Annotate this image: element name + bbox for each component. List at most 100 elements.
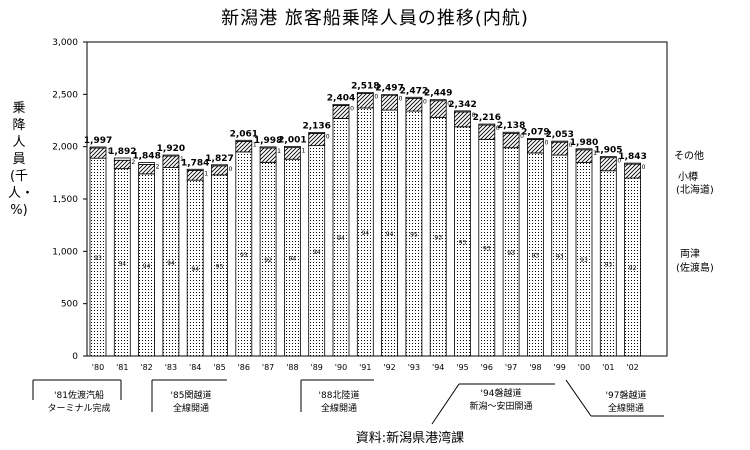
y-tick-label: 500 bbox=[61, 300, 78, 310]
bar-segment-other bbox=[405, 96, 423, 99]
y-tick-label: 3,000 bbox=[52, 38, 78, 48]
bar-segment-other bbox=[527, 137, 544, 140]
percent-label-other: 1 bbox=[593, 150, 597, 157]
percent-label-other: 1 bbox=[277, 148, 281, 155]
percent-label-other: 0 bbox=[399, 96, 403, 103]
y-axis-label-text: 乗降人員(千人・%) bbox=[8, 101, 35, 218]
bar-segment-other bbox=[113, 157, 131, 161]
total-data-label: 1,905 bbox=[594, 146, 622, 156]
total-data-label: 2,449 bbox=[424, 89, 452, 99]
y-tick-label: 2,500 bbox=[52, 90, 78, 100]
source-note: 資料:新潟県港湾課 bbox=[355, 431, 465, 446]
percent-label-other: 0 bbox=[326, 133, 330, 140]
percent-label-other: 0 bbox=[472, 112, 476, 119]
y-tick-label: 2,000 bbox=[52, 143, 78, 153]
annotation-1994-line2: 新潟～安田開通 bbox=[469, 402, 533, 412]
x-tick-label: '83 bbox=[165, 363, 177, 372]
percent-label-ryotsu: 95 bbox=[216, 263, 224, 270]
percent-label-ryotsu: 94 bbox=[313, 249, 321, 256]
bar-segment-other bbox=[138, 162, 156, 165]
x-tick-label: '80 bbox=[92, 363, 104, 372]
percent-label-other: 1 bbox=[107, 148, 111, 155]
bar-segment-otaru bbox=[527, 139, 544, 154]
x-tick-label: '85 bbox=[213, 363, 225, 372]
percent-label-other: 2 bbox=[131, 159, 135, 166]
annotation-bracket bbox=[431, 383, 460, 425]
bar-segment-other bbox=[624, 162, 641, 165]
percent-label-other: 0 bbox=[520, 133, 524, 140]
percent-label-ryotsu: 93 bbox=[532, 252, 540, 259]
annotation-1988: '88北陸道 全線開通 bbox=[300, 390, 378, 416]
x-tick-label: '89 bbox=[311, 363, 323, 372]
total-data-label: 2,053 bbox=[545, 130, 573, 140]
percent-label-ryotsu: 93 bbox=[604, 261, 612, 268]
annotation-1994: '94磐越道 新潟～安田開通 bbox=[446, 388, 556, 414]
percent-label-ryotsu: 94 bbox=[361, 230, 369, 237]
percent-label-other: 0 bbox=[447, 101, 451, 108]
total-data-label: 1,997 bbox=[84, 136, 112, 146]
x-tick-label: '81 bbox=[116, 363, 128, 372]
percent-label-ryotsu: 94 bbox=[118, 260, 126, 267]
annotation-1985-line2: 全線開通 bbox=[172, 404, 209, 414]
bar-segment-other bbox=[89, 146, 107, 149]
x-tick-label: '94 bbox=[432, 363, 444, 372]
percent-label-ryotsu: 94 bbox=[191, 266, 199, 273]
y-tick-label: 1,000 bbox=[52, 247, 78, 257]
annotation-1988-line1: '88北陸道 bbox=[318, 391, 360, 401]
x-tick-label: '91 bbox=[359, 363, 371, 372]
percent-label-other: 2 bbox=[156, 164, 160, 171]
chart-title: 新潟港 旅客船乗降人員の推移(内航) bbox=[221, 8, 529, 29]
bar-segment-otaru bbox=[381, 94, 399, 111]
x-tick-label: '00 bbox=[578, 363, 590, 372]
percent-label-ryotsu: 94 bbox=[289, 256, 297, 263]
legend-otaru: 小樽 bbox=[678, 172, 698, 183]
percent-label-other: 1 bbox=[180, 156, 184, 163]
percent-label-ryotsu: 93 bbox=[556, 254, 564, 261]
total-data-label: 2,061 bbox=[230, 129, 258, 139]
bar-segment-otaru bbox=[283, 147, 301, 160]
bar-segment-other bbox=[283, 146, 301, 149]
annotation-1985-line1: '85関越道 bbox=[170, 391, 212, 401]
y-axis-label: 乗降人員(千人・%) bbox=[8, 100, 35, 219]
percent-label-ryotsu: 93 bbox=[94, 255, 102, 262]
total-data-label: 2,079 bbox=[521, 127, 549, 137]
percent-label-ryotsu: 94 bbox=[167, 260, 175, 267]
x-tick-label: '86 bbox=[238, 363, 250, 372]
total-data-label: 2,518 bbox=[351, 81, 379, 91]
y-tick-label: 0 bbox=[72, 352, 78, 362]
total-data-label: 2,216 bbox=[473, 113, 501, 123]
x-tick-label: '96 bbox=[481, 363, 493, 372]
annotation-bracket bbox=[565, 379, 592, 417]
x-tick-label: '87 bbox=[262, 363, 274, 372]
bar-segment-otaru bbox=[478, 124, 496, 140]
x-tick-label: '84 bbox=[189, 363, 201, 372]
percent-label-other: 1 bbox=[301, 148, 305, 155]
x-tick-label: '02 bbox=[626, 363, 638, 372]
x-tick-label: '90 bbox=[335, 363, 347, 372]
percent-label-ryotsu: 93 bbox=[507, 250, 515, 257]
bar-segment-other bbox=[381, 94, 399, 96]
annotation-1994-line1: '94磐越道 bbox=[480, 389, 522, 399]
x-tick-label: '98 bbox=[529, 363, 541, 372]
bar-segment-otaru bbox=[502, 132, 520, 149]
bar-segment-other bbox=[551, 140, 569, 143]
percent-label-other: 1 bbox=[204, 170, 208, 177]
percent-label-ryotsu: 94 bbox=[143, 263, 151, 270]
percent-label-ryotsu: 94 bbox=[386, 231, 394, 238]
y-tick-label: 1,500 bbox=[52, 195, 78, 205]
percent-label-ryotsu: 93 bbox=[459, 239, 467, 246]
percent-label-ryotsu: 93 bbox=[483, 246, 491, 253]
x-tick-label: '92 bbox=[383, 363, 395, 372]
percent-label-ryotsu: 92 bbox=[629, 265, 637, 272]
bar-segment-otaru bbox=[551, 141, 569, 156]
annotation-1997-line1: '97磐越道 bbox=[605, 391, 647, 401]
bar-segment-other bbox=[429, 99, 447, 102]
total-data-label: 1,998 bbox=[254, 136, 282, 146]
bar-segment-otaru bbox=[575, 149, 593, 163]
bar-segment-otaru bbox=[308, 133, 326, 147]
bar-segment-other bbox=[186, 168, 204, 171]
bar-segment-other bbox=[235, 139, 253, 142]
annotation-1988-line2: 全線開通 bbox=[320, 404, 357, 414]
